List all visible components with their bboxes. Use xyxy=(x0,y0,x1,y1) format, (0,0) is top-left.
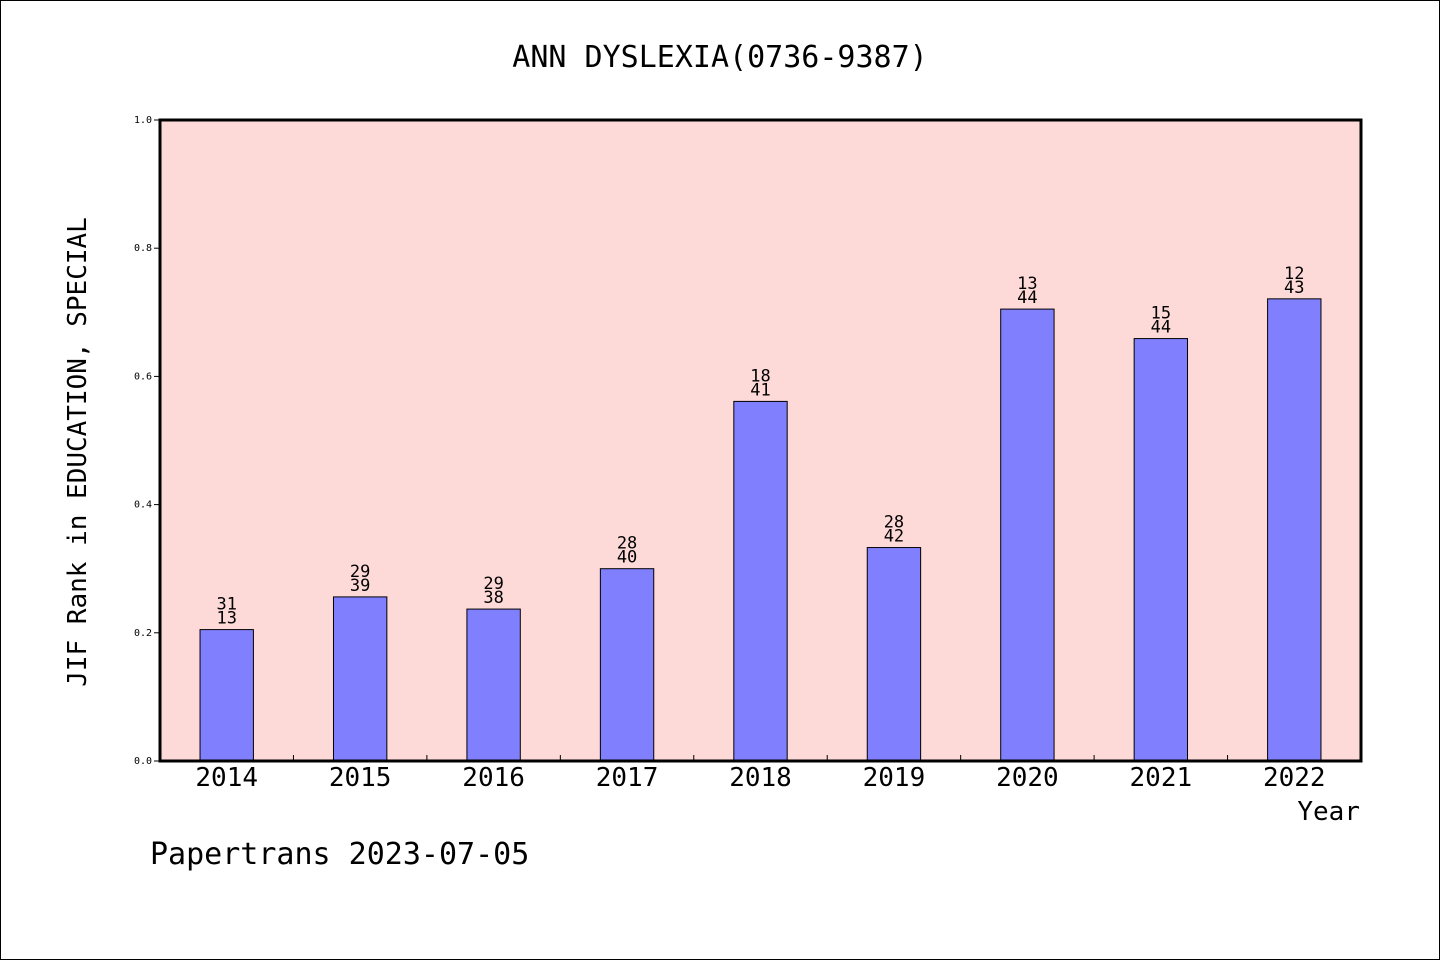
bar-2017 xyxy=(599,568,655,762)
bar-label-bottom-2021: 44 xyxy=(1151,318,1171,338)
watermark-text: Papertrans 2023-07-05 xyxy=(150,837,529,872)
bar-label-bottom-2018: 41 xyxy=(750,380,770,400)
bar-2020 xyxy=(1000,308,1055,762)
x-tick-label-2019: 2019 xyxy=(863,763,926,793)
bar-label-bottom-2016: 38 xyxy=(483,588,503,608)
y-tick-label: 1.0 xyxy=(134,115,152,126)
x-tick-label-2020: 2020 xyxy=(996,763,1059,793)
x-tick-label-2022: 2022 xyxy=(1263,763,1326,793)
bar-label-top-2014: 31 xyxy=(216,595,236,615)
bar-label-bottom-2019: 42 xyxy=(884,527,904,547)
bar-2022 xyxy=(1267,298,1322,762)
bar-label-bottom-2014: 13 xyxy=(216,609,236,629)
bar-2019 xyxy=(866,547,922,762)
y-tick-label: 0.0 xyxy=(134,756,152,767)
bar-label-top-2021: 15 xyxy=(1151,304,1171,324)
y-tick-label: 0.2 xyxy=(134,628,152,639)
bar-label-top-2019: 28 xyxy=(884,513,904,533)
bar-label-bottom-2017: 40 xyxy=(617,548,637,568)
bar-2014 xyxy=(199,629,254,762)
y-tick-label: 0.6 xyxy=(134,371,152,382)
bar-label-top-2018: 18 xyxy=(750,366,770,386)
bar-2021 xyxy=(1133,338,1189,762)
bar-label-top-2022: 12 xyxy=(1284,264,1304,284)
bar-label-bottom-2015: 39 xyxy=(350,576,370,596)
bar-label-top-2015: 29 xyxy=(350,562,370,582)
chart-title: ANN DYSLEXIA(0736-9387) xyxy=(512,40,927,75)
x-tick-label-2015: 2015 xyxy=(329,763,392,793)
bar-label-bottom-2022: 43 xyxy=(1284,278,1304,298)
bar-label-top-2020: 13 xyxy=(1017,274,1037,294)
x-axis-label: Year xyxy=(1297,797,1360,827)
y-tick-label: 0.8 xyxy=(134,243,152,254)
plot-frame xyxy=(158,118,1363,763)
bar-label-bottom-2020: 44 xyxy=(1017,288,1037,308)
x-tick-label-2016: 2016 xyxy=(462,763,525,793)
x-tick-label-2018: 2018 xyxy=(729,763,792,793)
y-axis-label: JIF Rank in EDUCATION, SPECIAL xyxy=(63,217,93,687)
bar-label-top-2017: 28 xyxy=(617,534,637,554)
y-tick-label: 0.4 xyxy=(134,500,152,511)
x-tick-label-2021: 2021 xyxy=(1130,763,1193,793)
bar-2015 xyxy=(332,596,388,762)
x-axis-ticks: 2014 2015 2016 2017 2018 2019 2020 2021 2022 xyxy=(195,755,1326,793)
bar-2016 xyxy=(466,608,521,762)
bars-group xyxy=(199,298,1322,762)
x-tick-label-2017: 2017 xyxy=(596,763,659,793)
bar-2018 xyxy=(733,400,788,762)
bar-label-top-2016: 29 xyxy=(483,574,503,594)
x-tick-label-2014: 2014 xyxy=(195,763,258,793)
